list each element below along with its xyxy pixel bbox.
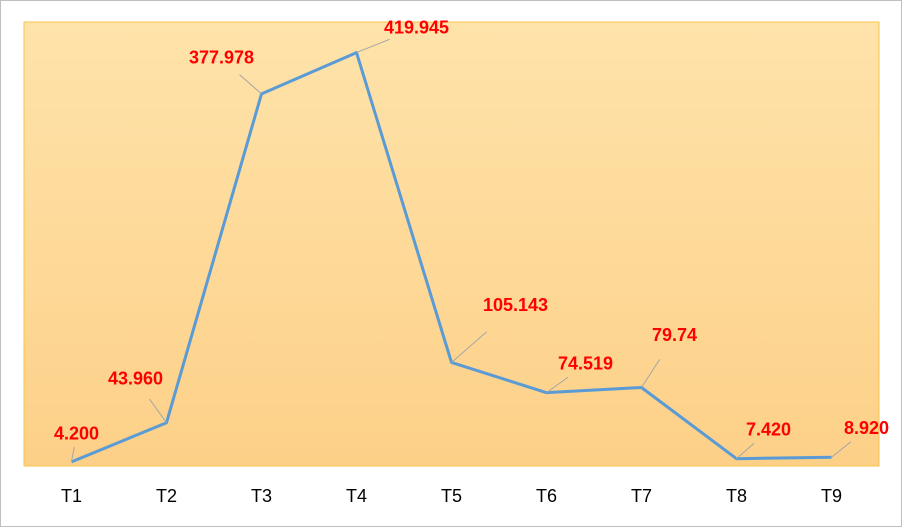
data-label: 4.200 [54, 424, 99, 444]
data-label: 105.143 [483, 295, 548, 315]
leader-line [71, 446, 75, 462]
leader-line [641, 359, 661, 388]
leader-line [356, 38, 390, 54]
x-tick-label: T7 [631, 486, 652, 506]
leader-line [831, 441, 852, 458]
x-tick-label: T4 [346, 486, 367, 506]
leader-line [546, 376, 569, 394]
line [70, 51, 832, 464]
data-label: 377.978 [189, 48, 254, 68]
x-tick-label: T9 [821, 486, 842, 506]
x-tick-label: T3 [251, 486, 272, 506]
x-tick-label: T1 [61, 486, 82, 506]
data-label: 43.960 [108, 368, 163, 388]
data-label: 7.420 [746, 419, 791, 439]
x-tick-label: T8 [726, 486, 747, 506]
x-tick-label: T5 [441, 486, 462, 506]
data-label: 419.945 [384, 17, 449, 37]
leader-line [239, 74, 262, 95]
leader-line [736, 442, 755, 460]
x-tick-label: T6 [536, 486, 557, 506]
x-tick-label: T2 [156, 486, 177, 506]
plot-area [23, 21, 880, 467]
data-label: 74.519 [558, 353, 613, 373]
leader-line [149, 398, 167, 424]
leader-line [451, 331, 488, 363]
data-label: 8.920 [844, 418, 889, 438]
data-label: 79.74 [652, 325, 697, 345]
